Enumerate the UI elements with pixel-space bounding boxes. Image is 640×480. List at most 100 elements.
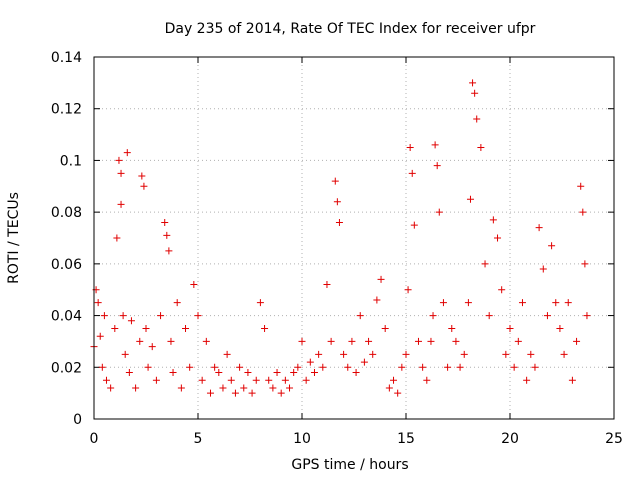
data-point bbox=[506, 325, 514, 332]
data-point bbox=[419, 363, 427, 371]
data-point bbox=[373, 296, 381, 304]
data-point bbox=[356, 312, 364, 320]
x-axis-label: GPS time / hours bbox=[291, 457, 408, 473]
data-point bbox=[381, 325, 389, 332]
data-point bbox=[435, 208, 443, 216]
data-point bbox=[552, 299, 560, 307]
data-point bbox=[240, 384, 248, 392]
data-point bbox=[433, 162, 441, 170]
data-point bbox=[523, 376, 531, 384]
data-point bbox=[132, 384, 140, 392]
data-point bbox=[231, 389, 239, 397]
x-tick-labels: 0 5 10 15 20 25 bbox=[90, 431, 623, 447]
data-point bbox=[390, 376, 398, 384]
data-point bbox=[402, 350, 410, 358]
data-point bbox=[494, 234, 502, 242]
data-point bbox=[327, 337, 335, 345]
data-point bbox=[94, 299, 102, 307]
data-point bbox=[498, 286, 506, 294]
data-point bbox=[177, 384, 185, 392]
data-point bbox=[429, 312, 437, 320]
y-axis-label: ROTI / TECUs bbox=[6, 192, 22, 284]
data-point bbox=[123, 149, 131, 157]
data-point bbox=[111, 325, 119, 332]
data-point bbox=[215, 368, 223, 376]
data-point bbox=[273, 368, 281, 376]
data-point bbox=[548, 242, 556, 250]
data-point bbox=[138, 172, 146, 180]
data-point bbox=[140, 182, 148, 190]
data-point bbox=[577, 182, 585, 190]
data-point bbox=[560, 350, 568, 358]
y-tick-labels: 0 0.02 0.04 0.06 0.08 0.1 0.12 0.14 bbox=[51, 50, 82, 428]
plot-frame bbox=[93, 56, 615, 420]
data-point bbox=[306, 358, 314, 366]
data-point bbox=[244, 368, 252, 376]
data-point bbox=[352, 368, 360, 376]
chart-title: Day 235 of 2014, Rate Of TEC Index for r… bbox=[165, 21, 536, 37]
data-point bbox=[466, 195, 474, 203]
data-point bbox=[190, 281, 198, 289]
data-point bbox=[248, 389, 256, 397]
data-point bbox=[269, 384, 277, 392]
data-point bbox=[277, 389, 285, 397]
data-point bbox=[315, 350, 323, 358]
data-point bbox=[206, 389, 214, 397]
data-point bbox=[169, 368, 177, 376]
data-point bbox=[502, 350, 510, 358]
x-tick-label: 15 bbox=[397, 431, 415, 447]
data-point bbox=[406, 144, 414, 151]
data-point bbox=[335, 218, 343, 226]
data-point bbox=[408, 169, 416, 177]
data-point bbox=[148, 343, 156, 351]
data-point bbox=[121, 350, 129, 358]
data-point bbox=[102, 376, 110, 384]
y-tick-label: 0.04 bbox=[51, 309, 82, 325]
data-point bbox=[144, 363, 152, 371]
data-point bbox=[444, 363, 452, 371]
data-point bbox=[182, 325, 190, 332]
data-point bbox=[510, 363, 518, 371]
data-point bbox=[535, 224, 543, 232]
data-point bbox=[431, 141, 439, 149]
x-tick-label: 10 bbox=[293, 431, 311, 447]
data-point bbox=[583, 312, 591, 320]
y-tick-label: 0.1 bbox=[60, 153, 82, 169]
data-point bbox=[142, 325, 150, 332]
data-point bbox=[96, 332, 104, 340]
data-point bbox=[227, 376, 235, 384]
data-points bbox=[90, 79, 591, 397]
data-point bbox=[556, 325, 564, 332]
data-point bbox=[298, 337, 306, 345]
y-tick-label: 0.02 bbox=[51, 360, 82, 376]
data-point bbox=[152, 376, 160, 384]
data-point bbox=[404, 286, 412, 294]
data-point bbox=[348, 337, 356, 345]
data-point bbox=[471, 89, 479, 97]
grid-lines bbox=[94, 57, 614, 419]
axis-ticks bbox=[93, 56, 615, 420]
data-point bbox=[256, 299, 264, 307]
data-point bbox=[100, 312, 108, 320]
y-tick-label: 0.08 bbox=[51, 205, 82, 221]
data-point bbox=[579, 208, 587, 216]
data-point bbox=[173, 299, 181, 307]
data-point bbox=[398, 363, 406, 371]
data-point bbox=[186, 363, 194, 371]
data-point bbox=[194, 312, 202, 320]
data-point bbox=[165, 247, 173, 255]
data-point bbox=[333, 198, 341, 206]
y-tick-label: 0 bbox=[73, 412, 82, 428]
y-tick-label: 0.06 bbox=[51, 257, 82, 273]
data-point bbox=[427, 337, 435, 345]
data-point bbox=[319, 363, 327, 371]
data-point bbox=[117, 200, 125, 208]
data-point bbox=[448, 325, 456, 332]
data-point bbox=[564, 299, 572, 307]
data-point bbox=[543, 312, 551, 320]
data-point bbox=[136, 337, 144, 345]
data-point bbox=[302, 376, 310, 384]
data-point bbox=[414, 337, 422, 345]
data-point bbox=[539, 265, 547, 273]
